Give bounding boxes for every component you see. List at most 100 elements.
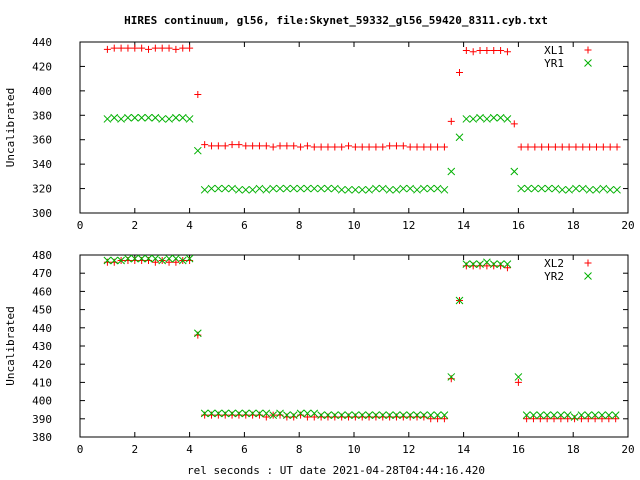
data-point (330, 411, 339, 420)
data-point (103, 45, 111, 53)
data-point (427, 415, 435, 423)
data-point (577, 415, 585, 423)
data-point (269, 143, 277, 151)
data-point (503, 260, 512, 268)
data-point (172, 113, 180, 122)
data-point (172, 45, 180, 53)
data-point (144, 254, 153, 263)
data-point (228, 409, 236, 418)
data-point (324, 184, 332, 193)
data-point (269, 184, 278, 193)
data-point (358, 143, 366, 151)
data-point (178, 256, 187, 265)
y-tick-label: 380 (32, 431, 52, 444)
data-point (591, 411, 599, 420)
data-point (440, 411, 449, 420)
data-point (131, 44, 139, 52)
data-point (228, 141, 236, 149)
data-point (186, 44, 194, 52)
data-point (462, 260, 471, 268)
data-point (144, 113, 153, 122)
data-point (193, 329, 202, 338)
data-point (117, 115, 125, 123)
data-point (242, 142, 250, 150)
data-point (378, 184, 387, 193)
data-point (440, 185, 449, 194)
data-point (269, 411, 278, 420)
data-point (344, 185, 353, 194)
x-tick-label: 6 (241, 219, 248, 232)
data-point (599, 143, 607, 151)
y-tick-label: 410 (32, 376, 52, 389)
data-point (455, 133, 464, 142)
data-point (606, 143, 614, 151)
y-axis-label: Uncalibrated (4, 88, 17, 167)
data-point (151, 258, 159, 266)
data-point (558, 143, 566, 151)
x-tick-label: 8 (296, 443, 303, 456)
data-point (200, 409, 209, 418)
data-point (550, 411, 558, 420)
data-point (331, 143, 339, 151)
data-point (324, 411, 332, 420)
legend-label: YR2 (544, 270, 564, 283)
y-tick-label: 320 (32, 183, 52, 196)
data-point (214, 184, 223, 193)
data-point (433, 411, 442, 420)
data-point (455, 69, 463, 77)
data-point (577, 411, 586, 420)
data-point (165, 115, 173, 123)
data-point (529, 411, 538, 420)
data-point (433, 184, 442, 193)
data-point (476, 260, 484, 268)
data-point (531, 143, 539, 151)
data-point (372, 143, 380, 151)
data-point (283, 184, 291, 193)
data-point (172, 254, 180, 263)
data-point (379, 143, 387, 151)
data-point (406, 143, 414, 151)
data-point (351, 143, 359, 151)
data-point (221, 409, 230, 418)
data-point (179, 44, 187, 52)
data-point (241, 409, 250, 418)
data-point (303, 142, 311, 150)
data-point (200, 185, 209, 194)
x-tick-label: 18 (567, 443, 580, 456)
data-point (543, 411, 552, 420)
data-point (303, 413, 311, 421)
data-point (413, 185, 421, 194)
data-point (517, 184, 525, 193)
data-point (434, 143, 442, 151)
legend-label: XL2 (544, 257, 564, 270)
data-point (536, 415, 544, 423)
data-point (496, 260, 505, 268)
data-point (413, 411, 421, 420)
data-point (483, 262, 491, 270)
data-point (344, 411, 353, 420)
data-point (365, 143, 373, 151)
x-tick-label: 2 (131, 443, 138, 456)
y-tick-label: 300 (32, 207, 52, 220)
data-point (207, 184, 216, 193)
x-tick-label: 20 (621, 443, 634, 456)
data-point (228, 184, 236, 193)
data-point (469, 260, 478, 268)
data-point (427, 143, 435, 151)
data-point (584, 415, 592, 423)
data-point (604, 411, 613, 420)
data-point (172, 258, 180, 266)
data-point (385, 185, 394, 194)
data-point (110, 44, 118, 52)
data-point (599, 184, 608, 193)
data-point (303, 409, 312, 418)
data-point (124, 44, 132, 52)
data-point (447, 117, 455, 125)
data-point (496, 113, 505, 122)
data-point (145, 45, 152, 53)
data-point (351, 185, 360, 194)
data-point (185, 115, 194, 123)
data-point (208, 142, 216, 150)
x-tick-label: 12 (402, 443, 415, 456)
data-point (248, 409, 257, 418)
